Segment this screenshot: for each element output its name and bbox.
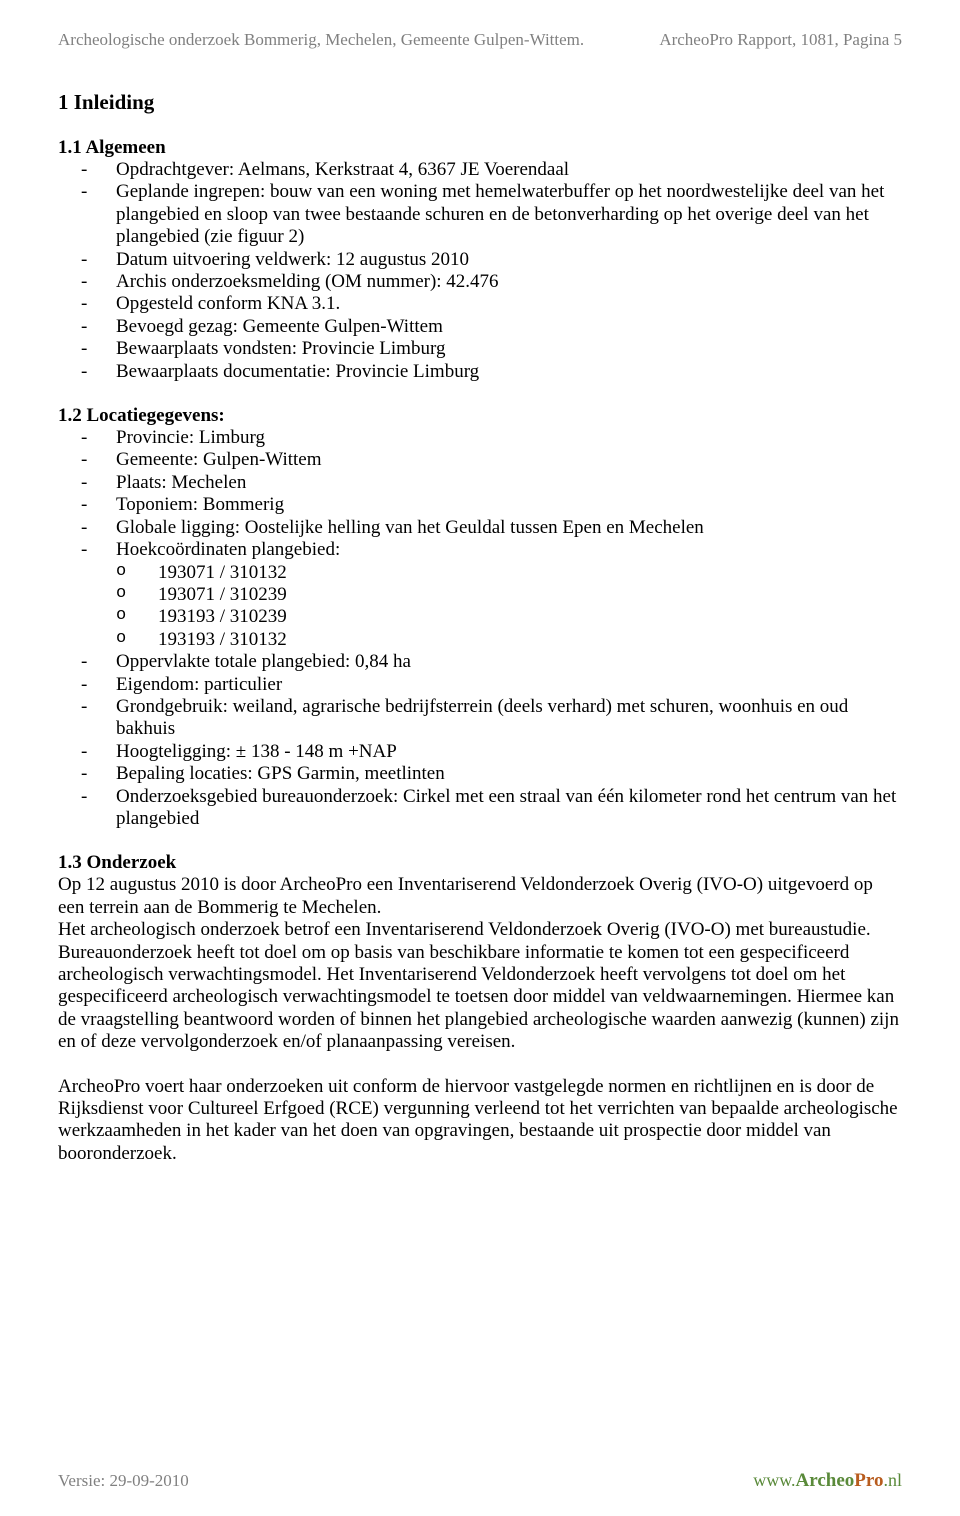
- brand-www: www.: [753, 1470, 795, 1490]
- coord-item: 193071 / 310132: [116, 562, 902, 584]
- para-text: Het archeologisch onderzoek betrof een I…: [58, 919, 899, 1052]
- list-item: Eigendom: particulier: [58, 674, 902, 696]
- list-item: Globale ligging: Oostelijke helling van …: [58, 517, 902, 539]
- list-item: Bewaarplaats documentatie: Provincie Lim…: [58, 361, 902, 383]
- coord-item: 193071 / 310239: [116, 584, 902, 606]
- list-1-1: Opdrachtgever: Aelmans, Kerkstraat 4, 63…: [58, 159, 902, 383]
- list-item: Opgesteld conform KNA 3.1.: [58, 293, 902, 315]
- list-item: Archis onderzoeksmelding (OM nummer): 42…: [58, 271, 902, 293]
- list-item: Toponiem: Bommerig: [58, 494, 902, 516]
- list-item: Datum uitvoering veldwerk: 12 augustus 2…: [58, 249, 902, 271]
- page-footer: Versie: 29-09-2010 www.ArcheoPro.nl: [58, 1470, 902, 1492]
- page-title: 1 Inleiding: [58, 90, 902, 115]
- coord-item: 193193 / 310239: [116, 606, 902, 628]
- page: Archeologische onderzoek Bommerig, Meche…: [0, 0, 960, 1516]
- subsection-1-2-head: 1.2 Locatiegegevens:: [58, 405, 902, 427]
- list-item: Hoogteligging: ± 138 - 148 m +NAP: [58, 741, 902, 763]
- list-item: Grondgebruik: weiland, agrarische bedrij…: [58, 696, 902, 741]
- list-item: Oppervlakte totale plangebied: 0,84 ha: [58, 651, 902, 673]
- subsection-1-3-head: 1.3 Onderzoek: [58, 852, 902, 874]
- list-item: Gemeente: Gulpen-Wittem: [58, 449, 902, 471]
- coord-item: 193193 / 310132: [116, 629, 902, 651]
- list-item: Onderzoeksgebied bureauonderzoek: Cirkel…: [58, 786, 902, 831]
- brand-archeo: Archeo: [796, 1470, 855, 1491]
- list-item: Geplande ingrepen: bouw van een woning m…: [58, 181, 902, 248]
- page-header: Archeologische onderzoek Bommerig, Meche…: [58, 30, 902, 50]
- list-1-2: Provincie: Limburg Gemeente: Gulpen-Witt…: [58, 427, 902, 830]
- subsection-1-1-head: 1.1 Algemeen: [58, 137, 902, 159]
- list-item-label: Hoekcoördinaten plangebied:: [116, 539, 340, 560]
- footer-brand: www.ArcheoPro.nl: [753, 1470, 902, 1492]
- list-item: Hoekcoördinaten plangebied: 193071 / 310…: [58, 539, 902, 651]
- para-1-3-a: Op 12 augustus 2010 is door ArcheoPro ee…: [58, 874, 902, 1053]
- para-1-3-b: ArcheoPro voert haar onderzoeken uit con…: [58, 1076, 902, 1166]
- footer-version: Versie: 29-09-2010: [58, 1471, 189, 1491]
- list-item: Bepaling locaties: GPS Garmin, meetlinte…: [58, 763, 902, 785]
- brand-pro: Pro: [854, 1470, 883, 1491]
- header-right: ArcheoPro Rapport, 1081, Pagina 5: [659, 30, 902, 50]
- coord-sublist: 193071 / 310132 193071 / 310239 193193 /…: [116, 562, 902, 652]
- list-item: Bewaarplaats vondsten: Provincie Limburg: [58, 338, 902, 360]
- para-text: Op 12 augustus 2010 is door ArcheoPro ee…: [58, 874, 873, 917]
- header-left: Archeologische onderzoek Bommerig, Meche…: [58, 30, 584, 50]
- brand-nl: .nl: [883, 1470, 902, 1490]
- list-item: Opdrachtgever: Aelmans, Kerkstraat 4, 63…: [58, 159, 902, 181]
- list-item: Plaats: Mechelen: [58, 472, 902, 494]
- list-item: Bevoegd gezag: Gemeente Gulpen-Wittem: [58, 316, 902, 338]
- list-item: Provincie: Limburg: [58, 427, 902, 449]
